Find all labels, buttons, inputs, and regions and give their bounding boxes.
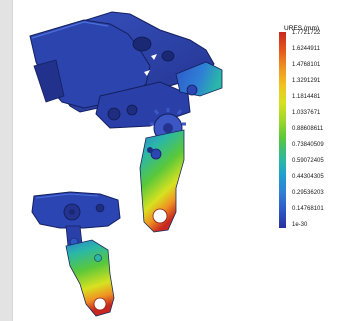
small-assembly	[31, 191, 121, 317]
legend-label: 1.6244911	[292, 46, 320, 52]
legend-label: 0.44304305	[292, 174, 324, 180]
legend-label: 0.73840509	[292, 142, 324, 148]
legend-label: 1.0337671	[292, 110, 321, 116]
legend-label: 1.3291291	[292, 78, 321, 84]
large-assembly	[29, 11, 223, 233]
left-panel-edge	[0, 0, 13, 321]
legend-label: 1.1814481	[292, 94, 321, 100]
legend-labels: 1.7721722 1.6244911 1.4768101 1.3291291 …	[292, 30, 348, 228]
legend-label: 1.4768101	[292, 62, 321, 68]
small-deformed-arm	[65, 239, 115, 317]
legend-label: 0.14768101	[292, 206, 324, 212]
color-legend: URES (mm) 1.7721722 1.6244911 1.4768101 …	[276, 20, 348, 240]
legend-label: 1.7721722	[292, 30, 321, 36]
legend-label: 0.59072405	[292, 158, 324, 164]
legend-title: URES (mm)	[284, 25, 320, 32]
legend-label: 0.88608611	[292, 126, 324, 132]
legend-color-bar	[279, 32, 286, 228]
legend-label: 1e-30	[292, 222, 308, 228]
legend-label: 0.29536203	[292, 190, 324, 196]
side-block	[33, 59, 65, 103]
